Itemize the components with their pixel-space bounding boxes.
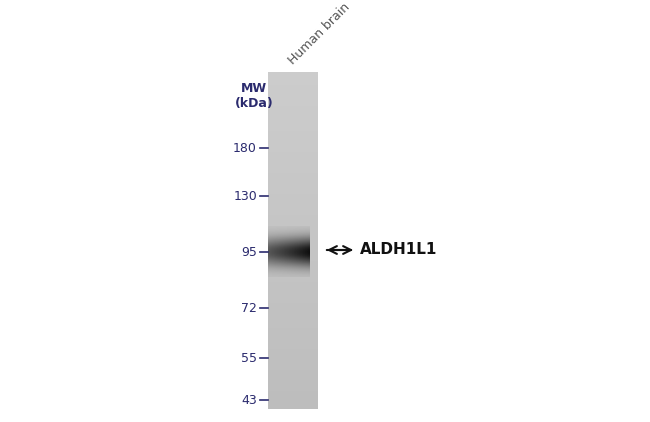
Text: ALDH1L1: ALDH1L1 — [360, 243, 437, 257]
Bar — [268, 106, 318, 110]
Bar — [268, 273, 318, 278]
Bar — [268, 215, 318, 219]
Bar — [268, 227, 318, 232]
Text: Human brain: Human brain — [286, 0, 352, 67]
Bar — [268, 265, 318, 270]
Bar — [268, 181, 318, 186]
Bar — [268, 253, 318, 257]
Bar — [268, 84, 318, 89]
Bar — [268, 328, 318, 333]
Text: 43: 43 — [241, 393, 257, 406]
Bar — [268, 127, 318, 131]
Bar — [268, 139, 318, 144]
Bar — [268, 290, 318, 295]
Bar — [268, 353, 318, 358]
Bar — [268, 282, 318, 287]
Bar — [268, 173, 318, 178]
Bar — [268, 383, 318, 387]
Bar — [268, 169, 318, 173]
Bar — [268, 93, 318, 98]
Bar — [268, 219, 318, 224]
Bar — [268, 387, 318, 392]
Text: 180: 180 — [233, 141, 257, 154]
Bar — [268, 286, 318, 291]
Bar — [268, 131, 318, 135]
Bar — [268, 333, 318, 337]
Bar — [268, 240, 318, 245]
Bar — [268, 303, 318, 308]
Bar — [268, 374, 318, 379]
Bar — [268, 379, 318, 383]
Bar — [268, 261, 318, 266]
Bar — [268, 198, 318, 203]
Bar — [268, 114, 318, 119]
Bar — [268, 148, 318, 152]
Bar — [268, 249, 318, 253]
Text: MW
(kDa): MW (kDa) — [235, 82, 274, 110]
Text: 72: 72 — [241, 301, 257, 314]
Bar — [268, 324, 318, 329]
Bar — [268, 366, 318, 371]
Bar — [268, 223, 318, 228]
Bar — [268, 295, 318, 299]
Bar — [268, 143, 318, 148]
Bar — [268, 307, 318, 312]
Bar — [268, 118, 318, 123]
Text: 95: 95 — [241, 246, 257, 259]
Bar — [268, 362, 318, 366]
Bar — [268, 135, 318, 140]
Bar — [268, 236, 318, 241]
Bar — [268, 76, 318, 81]
Bar — [268, 278, 318, 282]
Bar — [268, 269, 318, 274]
Bar — [268, 370, 318, 375]
Bar — [268, 400, 318, 404]
Bar — [268, 320, 318, 325]
Bar — [268, 110, 318, 114]
Bar — [268, 160, 318, 165]
Bar — [268, 177, 318, 182]
Bar — [268, 357, 318, 362]
Bar — [268, 72, 318, 77]
Bar — [268, 189, 318, 194]
Bar — [268, 391, 318, 396]
Text: 130: 130 — [233, 189, 257, 203]
Bar — [268, 101, 318, 106]
Bar — [268, 349, 318, 354]
Bar — [268, 206, 318, 211]
Bar — [268, 165, 318, 169]
Bar — [268, 81, 318, 85]
Bar — [268, 152, 318, 157]
Bar — [268, 211, 318, 215]
Bar — [268, 185, 318, 190]
Bar — [268, 345, 318, 350]
Bar — [268, 97, 318, 102]
Text: 55: 55 — [241, 352, 257, 365]
Bar — [268, 232, 318, 236]
Bar — [268, 257, 318, 262]
Bar — [268, 202, 318, 207]
Bar — [268, 311, 318, 316]
Bar — [268, 122, 318, 127]
Bar — [268, 337, 318, 341]
Bar — [268, 404, 318, 408]
Bar — [268, 89, 318, 94]
Bar — [268, 316, 318, 320]
Bar — [268, 341, 318, 346]
Bar — [268, 194, 318, 198]
Bar — [268, 244, 318, 249]
Bar — [268, 299, 318, 303]
Bar — [268, 156, 318, 161]
Bar — [268, 395, 318, 400]
